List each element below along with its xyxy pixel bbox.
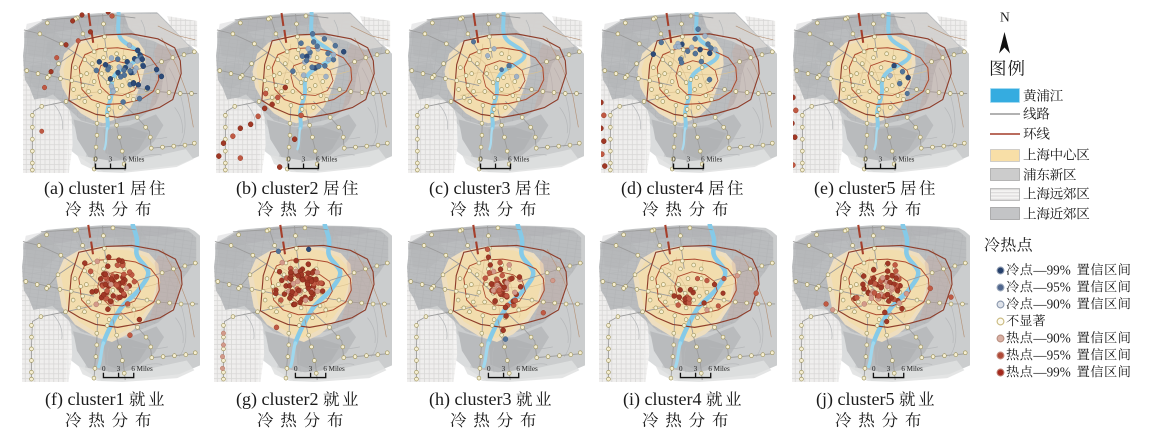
svg-text:(e) cluster5: (e) cluster5	[814, 178, 895, 199]
svg-text:(g) cluster2: (g) cluster2	[236, 389, 318, 410]
svg-text:—99%: —99%	[1032, 365, 1070, 380]
svg-text:N: N	[1000, 10, 1010, 25]
svg-text:(b) cluster2: (b) cluster2	[236, 178, 318, 199]
svg-text:—90%: —90%	[1032, 296, 1070, 311]
svg-text:—90%: —90%	[1032, 330, 1070, 345]
svg-text:(a) cluster1: (a) cluster1	[44, 178, 125, 199]
svg-text:(d) cluster4: (d) cluster4	[621, 178, 703, 199]
svg-text:—95%: —95%	[1032, 347, 1070, 362]
svg-text:(j) cluster5: (j) cluster5	[816, 389, 894, 410]
svg-text:—99%: —99%	[1032, 262, 1070, 277]
svg-text:—95%: —95%	[1032, 279, 1070, 294]
svg-text:(h) cluster3: (h) cluster3	[429, 389, 511, 410]
svg-text:(i) cluster4: (i) cluster4	[623, 389, 701, 410]
svg-text:(f) cluster1: (f) cluster1	[45, 389, 124, 410]
svg-text:(c) cluster3: (c) cluster3	[429, 178, 510, 199]
